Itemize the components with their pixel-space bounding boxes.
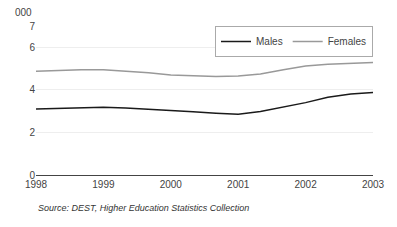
svg-text:2003: 2003 [362,179,385,190]
svg-text:0: 0 [29,170,35,181]
svg-text:2000: 2000 [160,179,183,190]
svg-text:4: 4 [29,84,35,95]
svg-text:6: 6 [29,42,35,53]
svg-text:Males: Males [256,36,283,47]
svg-text:2: 2 [29,127,35,138]
svg-text:1999: 1999 [92,179,115,190]
svg-text:Females: Females [328,36,366,47]
svg-text:2002: 2002 [294,179,317,190]
svg-text:000: 000 [15,7,32,18]
svg-text:Source: DEST, Higher Education: Source: DEST, Higher Education Statistic… [38,203,249,213]
svg-text:1998: 1998 [25,179,48,190]
svg-text:7: 7 [29,21,35,32]
svg-text:2001: 2001 [227,179,250,190]
